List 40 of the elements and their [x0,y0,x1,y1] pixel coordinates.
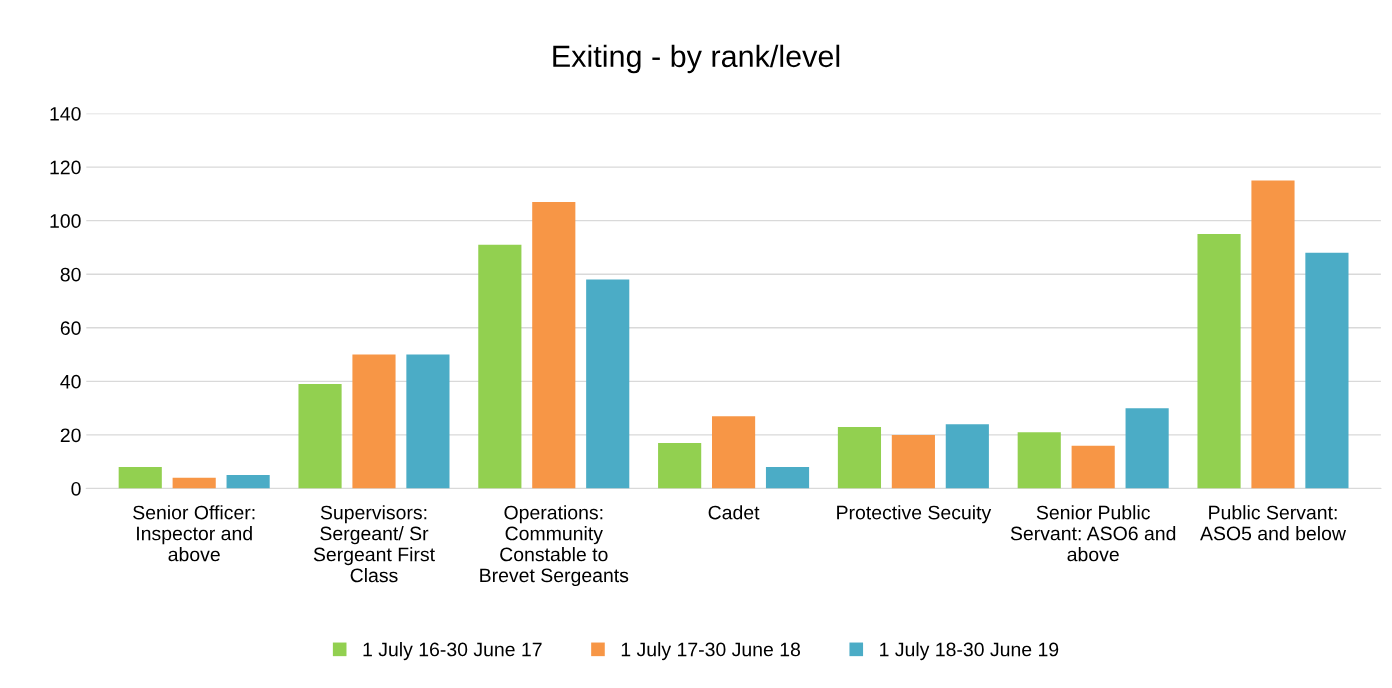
y-tick-label: 0 [71,481,81,496]
x-tick-label: Supervisors: Sergeant/ Sr Sergeant First Class [313,505,435,583]
legend-label: 1 July 16-30 June 17 [363,642,542,661]
y-tick-label: 80 [60,267,81,282]
bar [1017,432,1061,489]
bar [712,416,756,489]
bar [658,442,702,489]
bar [586,279,630,489]
bar [891,434,935,489]
bar [1125,408,1169,489]
y-tick-label: 120 [50,160,81,175]
bar [1197,234,1241,489]
x-tick-label: Protective Secuity [837,505,992,524]
x-tick-label: Public Servant: ASO5 and below [1200,505,1346,541]
x-tick-label: Senior Public Servant: ASO6 and above [1010,505,1176,562]
x-tick-label: Operations: Community Constable to Brevet Sergeants [480,505,629,587]
bar [1251,180,1295,489]
chart-title: Exiting - by rank/level [553,44,840,74]
legend-label: 1 July 17-30 June 18 [621,642,801,661]
y-tick-label: 140 [50,106,81,121]
bar [478,244,522,489]
bar [226,475,270,489]
bar [172,477,216,489]
bar [406,354,450,489]
y-tick-label: 100 [50,214,81,228]
x-tick-label: Cadet [708,505,760,520]
bar [532,201,576,489]
y-tick-label: 60 [60,321,81,336]
bar [118,467,162,489]
bar [1305,252,1349,489]
bar [945,424,989,489]
legend-label: 1 July 18-30 June 19 [880,642,1059,661]
bar [298,384,342,489]
x-tick-label: Senior Officer: Inspector and above [133,505,255,562]
y-tick-label: 40 [60,374,81,389]
bar [352,354,396,489]
bar [1071,445,1115,489]
bar [765,467,810,489]
y-tick-label: 20 [60,428,81,443]
bar [837,426,882,489]
